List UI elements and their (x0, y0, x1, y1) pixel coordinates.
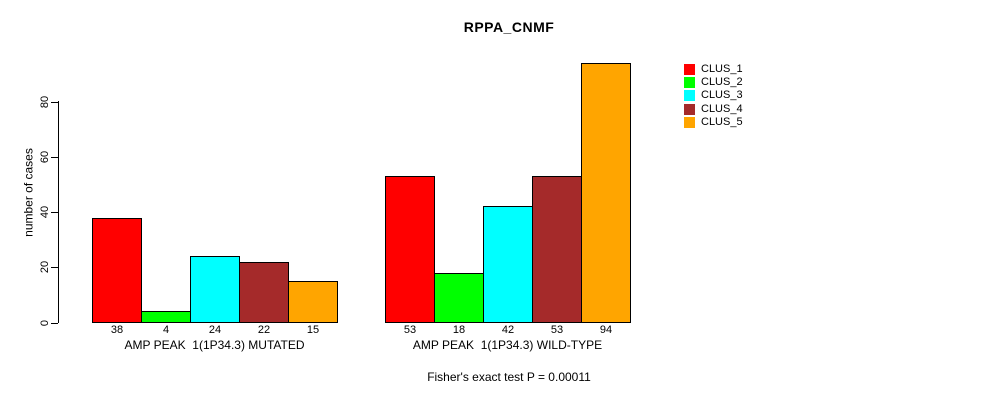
legend-row-clus_5: CLUS_5 (684, 116, 743, 129)
legend-row-clus_2: CLUS_2 (684, 76, 743, 89)
legend-label: CLUS_1 (701, 63, 743, 76)
bar-value-label: 94 (599, 324, 613, 336)
bar-value-label: 38 (110, 324, 124, 336)
chart-title: RPPA_CNMF (463, 19, 555, 35)
bar-clus_2-group0 (141, 311, 191, 323)
x-group-label-wild-type: AMP PEAK 1(1P34.3) WILD-TYPE (412, 338, 603, 352)
bar-clus_5-group1 (581, 63, 631, 323)
bar-value-label: 53 (550, 324, 564, 336)
x-group-label-mutated: AMP PEAK 1(1P34.3) MUTATED (124, 338, 305, 352)
bar-value-label: 53 (403, 324, 417, 336)
y-tick-mark (51, 157, 58, 158)
y-axis-title: number of cases (21, 148, 36, 237)
y-tick-label: 0 (39, 319, 51, 327)
legend-swatch-clus_4 (684, 103, 695, 115)
bar-value-label: 24 (208, 324, 222, 336)
legend-row-clus_3: CLUS_3 (684, 89, 743, 102)
bar-value-label: 18 (452, 324, 466, 336)
legend-label: CLUS_2 (701, 76, 743, 89)
legend-label: CLUS_5 (701, 115, 743, 128)
legend-label: CLUS_3 (701, 89, 743, 102)
y-tick-label: 20 (39, 260, 51, 274)
bar-clus_5-group0 (288, 281, 338, 323)
y-tick-label: 60 (39, 150, 51, 164)
bar-clus_2-group1 (434, 273, 484, 323)
legend-swatch-clus_2 (684, 77, 695, 89)
bar-clus_3-group0 (190, 256, 240, 323)
legend-label: CLUS_4 (701, 102, 743, 115)
bar-clus_4-group0 (239, 262, 289, 323)
legend-row-clus_1: CLUS_1 (684, 63, 743, 76)
bar-value-label: 15 (306, 324, 320, 336)
y-axis-line (58, 101, 59, 323)
y-tick-mark (51, 323, 58, 324)
bar-value-label: 4 (162, 324, 170, 336)
legend-swatch-clus_5 (684, 116, 695, 128)
bar-clus_1-group0 (92, 218, 142, 323)
bar-clus_4-group1 (532, 176, 582, 323)
legend-swatch-clus_1 (684, 64, 695, 76)
y-tick-mark (51, 267, 58, 268)
bar-clus_3-group1 (483, 206, 533, 323)
y-tick-label: 80 (39, 95, 51, 109)
bar-value-label: 22 (257, 324, 271, 336)
legend-row-clus_4: CLUS_4 (684, 103, 743, 116)
fisher-test-annotation: Fisher's exact test P = 0.00011 (427, 370, 591, 384)
y-tick-mark (51, 212, 58, 213)
legend: CLUS_1 CLUS_2 CLUS_3 CLUS_4 CLUS_5 (684, 63, 743, 129)
bar-value-label: 42 (501, 324, 515, 336)
y-tick-mark (51, 102, 58, 103)
legend-swatch-clus_3 (684, 90, 695, 102)
bar-clus_1-group1 (385, 176, 435, 323)
y-tick-label: 40 (39, 205, 51, 219)
